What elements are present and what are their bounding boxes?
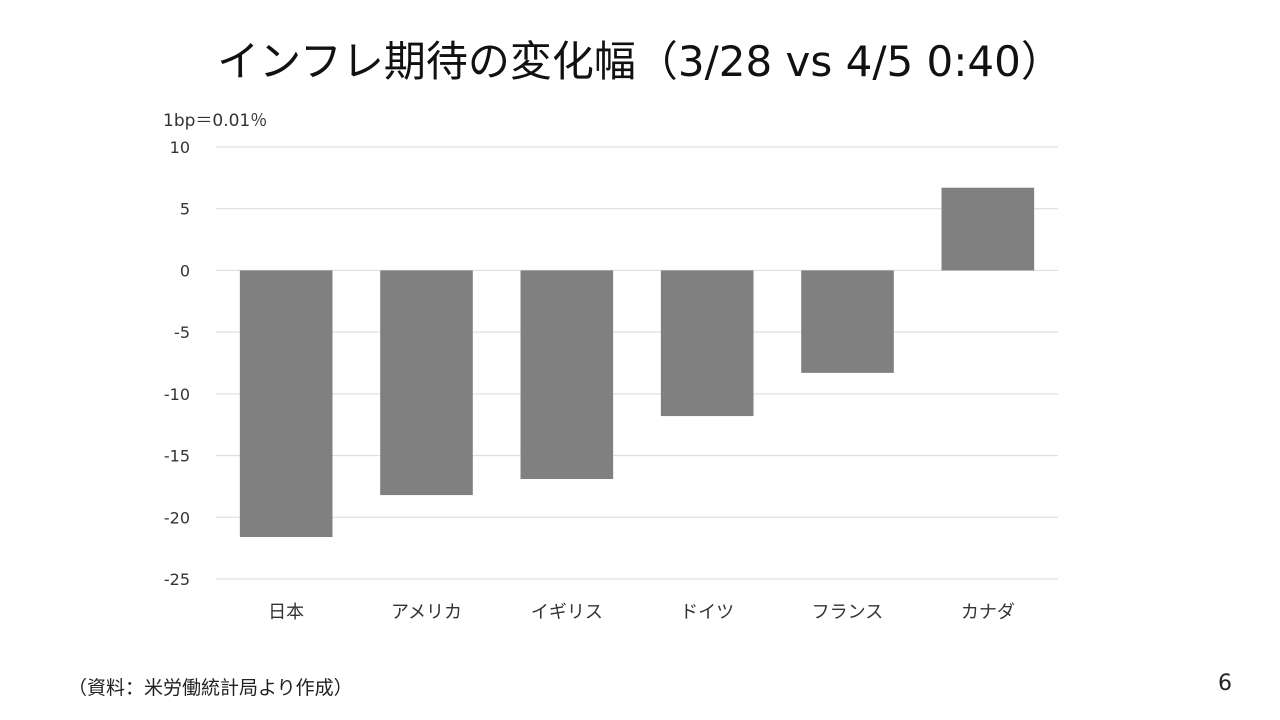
x-tick-label: カナダ <box>961 602 1015 623</box>
x-tick-label: 日本 <box>268 602 304 623</box>
y-tick-label: -25 <box>164 570 190 589</box>
y-tick-label: 5 <box>180 200 190 219</box>
x-tick-label: アメリカ <box>391 602 462 623</box>
bar-4 <box>801 270 894 373</box>
bar-3 <box>660 270 754 417</box>
y-tick-label: -5 <box>174 323 190 342</box>
y-tick-label: 0 <box>180 261 190 280</box>
page-number: 6 <box>1218 671 1232 696</box>
x-tick-label: フランス <box>812 602 884 623</box>
bar-1 <box>380 270 473 496</box>
bar-0 <box>239 270 333 538</box>
unit-note: 1bp＝0.01％ <box>163 111 268 131</box>
y-tick-label: -20 <box>164 508 190 527</box>
y-tick-label: -10 <box>164 385 190 404</box>
y-tick-label: 10 <box>170 138 190 157</box>
source-note: （資料：米労働統計局より作成） <box>68 677 353 699</box>
bar-5 <box>941 187 1035 271</box>
y-tick-label: -15 <box>164 447 190 466</box>
x-tick-label: ドイツ <box>680 602 734 623</box>
chart-title: インフレ期待の変化幅（3/28 vs 4/5 0:40） <box>217 37 1063 86</box>
bar-2 <box>520 270 614 480</box>
x-tick-label: イギリス <box>531 602 603 623</box>
